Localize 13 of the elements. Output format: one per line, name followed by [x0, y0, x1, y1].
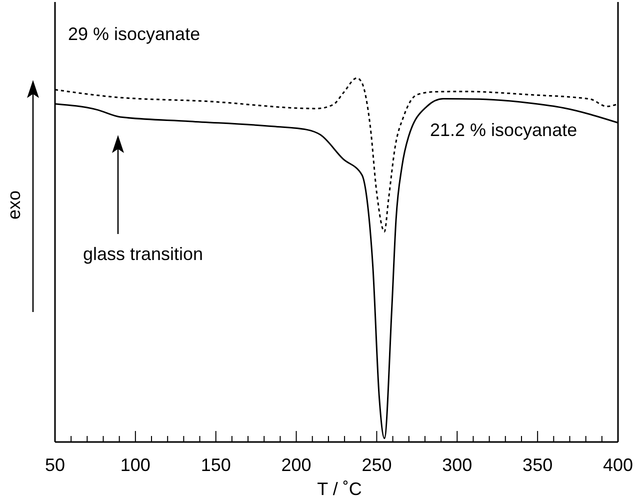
- x-axis-title: T / ˚C: [317, 479, 362, 499]
- text: 29 % isocyanate: [68, 24, 200, 44]
- y-axis-title: exo: [4, 190, 24, 220]
- x-tick-label: 150: [200, 454, 231, 475]
- x-tick-label: 100: [120, 454, 150, 475]
- x-tick-label: 200: [281, 454, 312, 475]
- annotation: glass transition: [83, 244, 204, 264]
- x-tick-label: 350: [522, 454, 553, 475]
- x-tick-label: 300: [442, 454, 472, 475]
- x-tick-label: 50: [44, 454, 66, 475]
- x-tick-label: 250: [362, 454, 392, 475]
- x-tick-label: 400: [602, 454, 634, 475]
- series-label: 21.2 % isocyanate: [430, 120, 578, 140]
